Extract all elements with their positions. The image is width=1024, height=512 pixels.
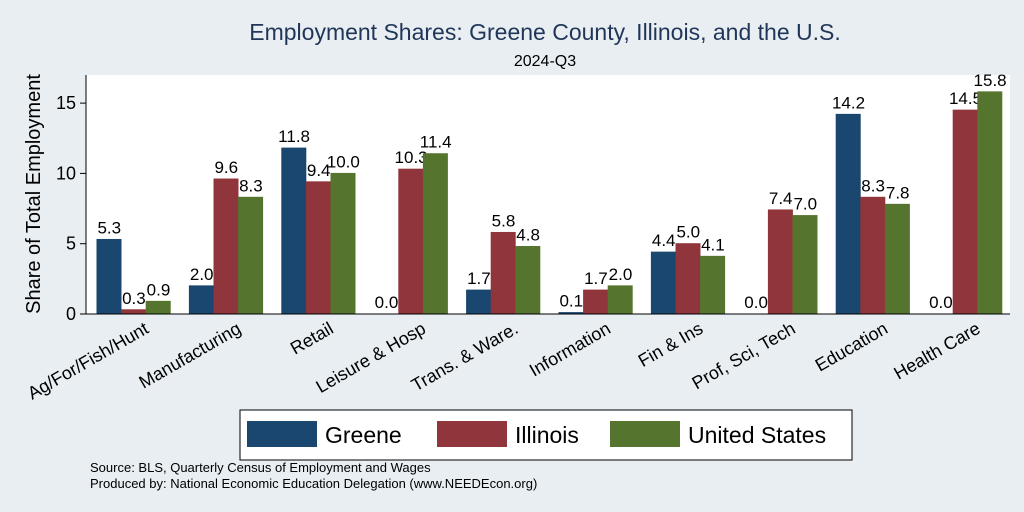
bar-illinois-0 [121, 309, 147, 315]
data-label-illinois-1: 9.6 [214, 158, 238, 177]
produced-by-note: Produced by: National Economic Education… [90, 476, 537, 491]
bar-united-states-7 [792, 215, 818, 315]
y-tick-label-5: 5 [66, 234, 76, 254]
bar-united-states-3 [422, 153, 448, 315]
bar-united-states-6 [700, 255, 726, 315]
bar-illinois-9 [952, 109, 978, 315]
bars-group: 5.30.3 0.92.09.68.311.89.410.00.010.311.4… [96, 71, 1007, 315]
data-label-illinois-8: 8.3 [861, 176, 885, 195]
legend: Greene Illinois United States [239, 409, 853, 461]
y-tick-label-10: 10 [56, 163, 76, 183]
bar-illinois-3 [398, 168, 424, 315]
bar-greene-8 [835, 113, 861, 315]
data-label-united-states-4: 4.8 [516, 226, 540, 245]
chart-subtitle: 2024-Q3 [514, 53, 576, 70]
y-axis-label: Share of Total Employment [23, 74, 45, 314]
data-label-greene-7: 0.0 [744, 293, 768, 312]
data-label-greene-3: 0.0 [375, 293, 399, 312]
bar-united-states-1 [238, 196, 264, 315]
data-label-united-states-6: 4.1 [701, 235, 725, 254]
data-label-illinois-5: 1.7 [584, 269, 608, 288]
bar-illinois-5 [583, 289, 609, 315]
chart-title: Employment Shares: Greene County, Illino… [249, 19, 840, 45]
bar-united-states-4 [515, 246, 541, 315]
category-label-5: Information [526, 318, 614, 380]
data-label-united-states-0: 0.9 [147, 280, 171, 299]
data-label-united-states-3: 11.4 [420, 133, 452, 152]
legend-box [239, 409, 853, 461]
data-label-illinois-2: 9.4 [307, 161, 331, 180]
category-label-1: Manufacturing [136, 318, 245, 392]
bar-united-states-0 [145, 300, 171, 315]
y-tick-label-15: 15 [56, 93, 76, 113]
bar-greene-2 [281, 147, 307, 315]
bar-greene-4 [466, 289, 492, 315]
data-label-illinois-9: 14.5 [949, 89, 982, 108]
legend-label-greene: Greene [325, 422, 402, 448]
source-note: Source: BLS, Quarterly Census of Employm… [90, 460, 431, 475]
legend-swatch-united-states [610, 421, 680, 447]
legend-label-united-states: United States [688, 422, 826, 448]
data-label-illinois-0: 0.3 [122, 289, 146, 308]
bar-united-states-5 [607, 285, 633, 315]
bar-illinois-7 [767, 209, 793, 315]
data-label-united-states-9: 15.8 [974, 71, 1007, 90]
data-label-united-states-7: 7.0 [793, 195, 817, 214]
data-label-united-states-5: 2.0 [609, 265, 633, 284]
data-label-greene-0: 5.3 [97, 218, 121, 237]
bar-united-states-9 [977, 91, 1003, 315]
legend-swatch-greene [247, 421, 317, 447]
category-label-9: Health Care [890, 318, 983, 383]
data-label-greene-8: 14.2 [832, 93, 865, 112]
data-label-greene-5: 0.1 [559, 292, 583, 311]
category-label-0: Ag/For/Fish/Hunt [24, 318, 152, 403]
data-label-greene-4: 1.7 [467, 269, 491, 288]
bar-illinois-1 [213, 178, 239, 315]
data-label-illinois-4: 5.8 [492, 211, 516, 230]
data-label-united-states-1: 8.3 [239, 176, 263, 195]
data-label-illinois-3: 10.3 [395, 148, 428, 167]
bar-illinois-8 [860, 196, 886, 315]
data-label-greene-9: 0.0 [929, 293, 953, 312]
data-label-united-states-8: 7.8 [886, 183, 910, 202]
data-label-united-states-2: 10.0 [327, 152, 360, 171]
bar-united-states-2 [330, 172, 356, 315]
category-label-8: Education [812, 318, 891, 375]
y-tick-label-0: 0 [66, 304, 76, 324]
category-label-7: Prof, Sci, Tech [688, 318, 798, 393]
bar-united-states-8 [884, 203, 910, 315]
legend-swatch-illinois [437, 421, 507, 447]
data-label-illinois-6: 5.0 [676, 223, 700, 242]
bar-illinois-6 [675, 243, 701, 315]
data-label-illinois-7: 7.4 [769, 189, 793, 208]
bar-illinois-2 [305, 181, 331, 315]
bar-greene-1 [188, 285, 214, 315]
category-label-6: Fin & Ins [635, 318, 707, 371]
bar-greene-6 [650, 251, 676, 315]
legend-label-illinois: Illinois [515, 422, 579, 448]
bar-illinois-4 [490, 231, 516, 315]
data-label-greene-6: 4.4 [652, 231, 676, 250]
data-label-greene-1: 2.0 [190, 265, 214, 284]
data-label-greene-2: 11.8 [278, 127, 310, 146]
bar-greene-0 [96, 238, 122, 315]
category-label-2: Retail [287, 318, 337, 358]
